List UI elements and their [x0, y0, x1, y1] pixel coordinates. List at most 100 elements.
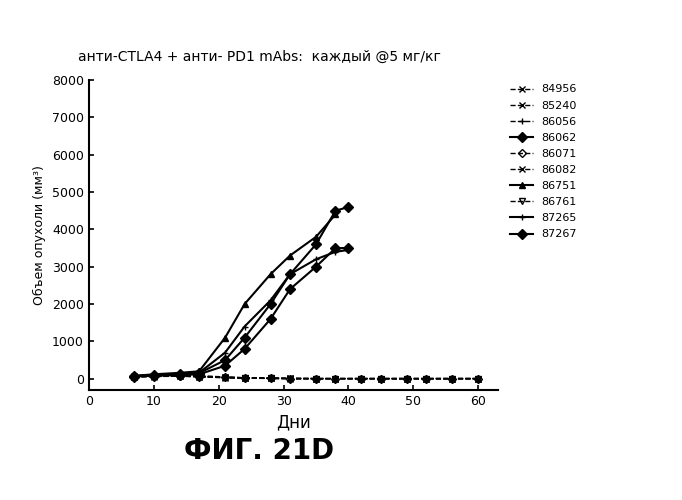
87265 [344, 247, 353, 253]
85240 [422, 376, 430, 382]
86082 [357, 376, 366, 382]
86082 [422, 376, 430, 382]
86056 [241, 374, 249, 380]
86761 [312, 376, 320, 382]
87267 [241, 334, 249, 340]
86761 [286, 376, 294, 382]
86056 [286, 376, 294, 382]
87265 [267, 298, 275, 304]
87267 [286, 271, 294, 277]
87267 [312, 242, 320, 248]
84956 [149, 374, 158, 380]
87265 [195, 370, 203, 376]
87267 [331, 208, 340, 214]
84956 [474, 376, 482, 382]
86056 [195, 373, 203, 379]
86056 [331, 376, 340, 382]
86751 [286, 252, 294, 258]
Line: 86056: 86056 [132, 372, 481, 382]
86062 [195, 372, 203, 378]
86082 [286, 376, 294, 382]
87265 [286, 271, 294, 277]
86751 [130, 373, 138, 379]
84956 [312, 376, 320, 382]
87267 [267, 301, 275, 307]
85240 [130, 374, 138, 380]
86062 [241, 346, 249, 352]
86761 [267, 376, 275, 382]
86062 [344, 245, 353, 251]
86082 [130, 374, 138, 380]
86761 [331, 376, 340, 382]
86062 [312, 264, 320, 270]
86071 [331, 376, 340, 382]
84956 [267, 376, 275, 382]
86056 [448, 376, 456, 382]
86062 [130, 374, 138, 380]
86071 [422, 376, 430, 382]
87267 [221, 357, 229, 363]
86062 [286, 286, 294, 292]
84956 [331, 376, 340, 382]
Text: ФИГ. 21D: ФИГ. 21D [184, 437, 334, 465]
86056 [130, 373, 138, 379]
86056 [403, 376, 411, 382]
86071 [175, 373, 183, 379]
85240 [175, 373, 183, 379]
87267 [175, 372, 183, 378]
86082 [221, 374, 229, 380]
86082 [241, 375, 249, 381]
86056 [312, 376, 320, 382]
86751 [267, 271, 275, 277]
85240 [221, 374, 229, 380]
85240 [149, 373, 158, 379]
85240 [448, 376, 456, 382]
86082 [474, 376, 482, 382]
87265 [149, 372, 158, 378]
86761 [130, 374, 138, 380]
85240 [357, 376, 366, 382]
87267 [195, 370, 203, 376]
86751 [221, 334, 229, 340]
86751 [149, 372, 158, 378]
86082 [149, 372, 158, 378]
84956 [448, 376, 456, 382]
87267 [130, 373, 138, 379]
86082 [195, 373, 203, 379]
86056 [175, 372, 183, 378]
Line: 87265: 87265 [131, 246, 352, 380]
86056 [377, 376, 385, 382]
86056 [357, 376, 366, 382]
Line: 86062: 86062 [131, 244, 352, 380]
86071 [267, 376, 275, 382]
85240 [377, 376, 385, 382]
86761 [403, 376, 411, 382]
86071 [474, 376, 482, 382]
86062 [331, 245, 340, 251]
Line: 87267: 87267 [131, 204, 352, 380]
86071 [377, 376, 385, 382]
86062 [267, 316, 275, 322]
87265 [312, 256, 320, 262]
86082 [312, 376, 320, 382]
86056 [267, 375, 275, 381]
87265 [331, 249, 340, 255]
86062 [149, 373, 158, 379]
86062 [175, 372, 183, 378]
86071 [286, 376, 294, 382]
84956 [195, 374, 203, 380]
86071 [312, 376, 320, 382]
85240 [267, 375, 275, 381]
Text: анти-CTLA4 + анти- PD1 mAbs:  каждый @5 мг/кг: анти-CTLA4 + анти- PD1 mAbs: каждый @5 м… [78, 50, 441, 64]
84956 [422, 376, 430, 382]
86082 [377, 376, 385, 382]
87265 [241, 324, 249, 330]
86761 [221, 374, 229, 380]
Line: 86082: 86082 [132, 372, 481, 382]
Line: 86071: 86071 [132, 373, 481, 382]
87265 [221, 350, 229, 356]
86071 [357, 376, 366, 382]
86056 [221, 374, 229, 380]
87267 [149, 372, 158, 378]
86082 [403, 376, 411, 382]
